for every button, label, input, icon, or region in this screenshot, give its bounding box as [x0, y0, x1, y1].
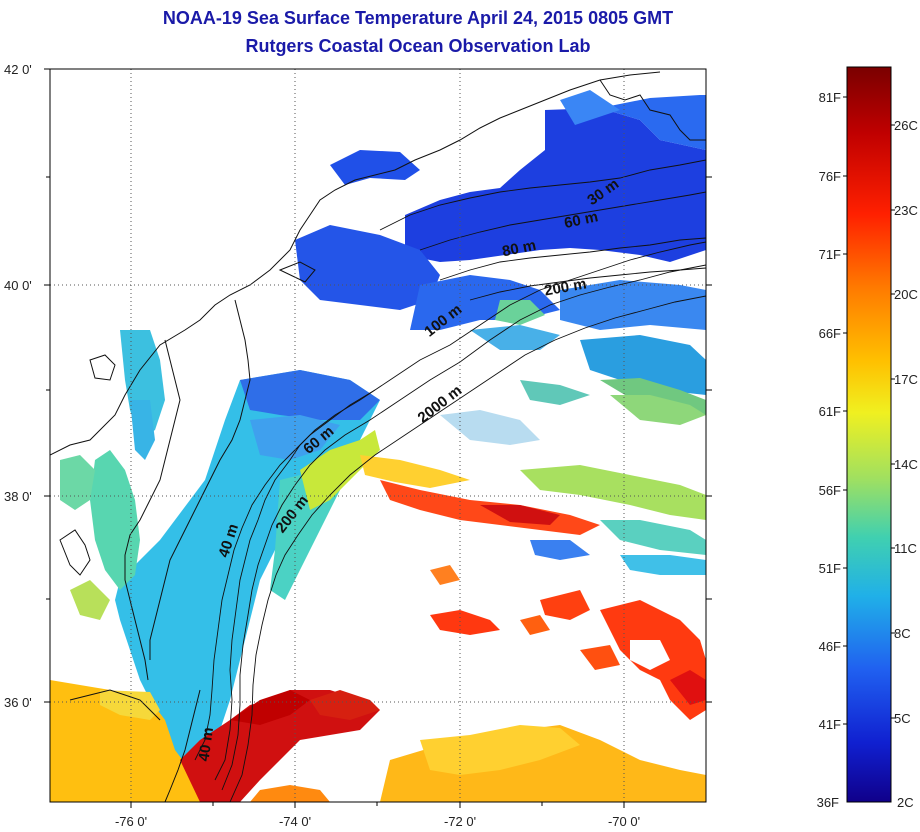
axis-ticks [44, 68, 712, 808]
map-frame [49, 68, 707, 803]
lon-label-74: -74 0' [279, 814, 311, 829]
bathymetry-contours [194, 159, 706, 802]
colorbar-f-76: 76F [819, 169, 841, 184]
colorbar-c-8: 8C [894, 626, 911, 641]
colorbar-c-17: 17C [894, 372, 918, 387]
colorbar-c-26: 26C [894, 118, 918, 133]
sst-mid-atlantic-shelf [60, 330, 380, 802]
colorbar-f-51: 51F [819, 561, 841, 576]
colorbar-c-14: 14C [894, 457, 918, 472]
colorbar-f-56: 56F [819, 483, 841, 498]
colorbar-c-2: 2C [897, 795, 914, 810]
colorbar-f-36: 36F [817, 795, 839, 810]
graticule [50, 69, 706, 802]
contour-label-40m-south: 40 m [195, 726, 217, 762]
colorbar-f-46: 46F [819, 639, 841, 654]
map-subtitle: Rutgers Coastal Ocean Observation Lab [245, 36, 591, 56]
colorbar-c-5: 5C [894, 711, 911, 726]
lat-label-40: 40 0' [4, 278, 32, 293]
lon-label-76: -76 0' [115, 814, 147, 829]
lon-label-70: -70 0' [608, 814, 640, 829]
lon-label-72: -72 0' [444, 814, 476, 829]
map-panel: 30 m 60 m 80 m 200 m 100 m 2000 m 60 m 2… [50, 69, 706, 802]
lat-label-36: 36 0' [4, 695, 32, 710]
colorbar-f-41: 41F [819, 717, 841, 732]
temperature-colorbar: 81F 76F 71F 66F 61F 56F 51F 46F 41F 36F … [817, 66, 918, 810]
colorbar-c-20: 20C [894, 287, 918, 302]
map-title: NOAA-19 Sea Surface Temperature April 24… [162, 8, 674, 28]
colorbar-f-81: 81F [819, 90, 841, 105]
coastline [50, 71, 706, 802]
colorbar-f-61: 61F [819, 404, 841, 419]
contour-label-60m: 60 m [563, 208, 600, 232]
lat-label-38: 38 0' [4, 489, 32, 504]
colorbar-c-23: 23C [894, 203, 918, 218]
colorbar-c-11: 11C [894, 541, 917, 556]
colorbar-f-71: 71F [819, 247, 841, 262]
colorbar-gradient [846, 66, 892, 803]
sst-warm-water [50, 380, 706, 802]
lat-label-42: 42 0' [4, 62, 32, 77]
contour-label-80m: 80 m [501, 237, 538, 261]
colorbar-ticks [843, 96, 895, 725]
colorbar-f-66: 66F [819, 326, 841, 341]
